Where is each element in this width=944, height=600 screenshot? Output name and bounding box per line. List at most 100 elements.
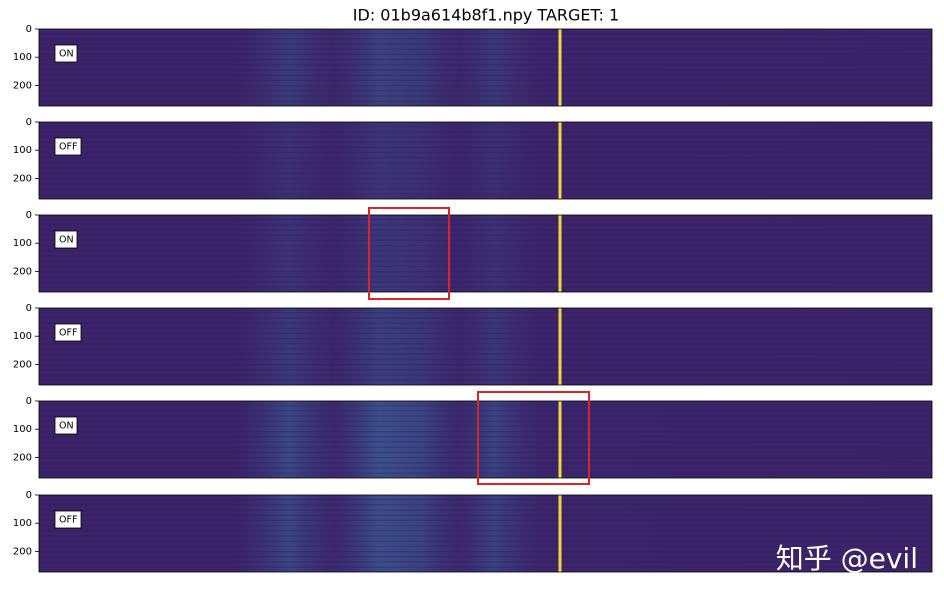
axes-frame <box>38 121 933 200</box>
heatmap-band <box>39 379 932 381</box>
heatmap-band <box>39 167 932 169</box>
y-tick-label: 100 <box>13 518 32 529</box>
heatmap-band <box>39 369 932 371</box>
heatmap-band <box>39 157 932 159</box>
axes-frame <box>38 307 933 386</box>
heatmap-band <box>39 126 932 128</box>
heatmap-band <box>39 146 932 148</box>
heatmap-band <box>39 322 932 324</box>
heatmap-band <box>39 131 932 133</box>
heatmap-band <box>39 90 932 92</box>
heatmap-band <box>39 425 932 427</box>
label-box <box>54 44 78 63</box>
heatmap-band <box>39 545 932 547</box>
heatmap-band <box>39 535 932 537</box>
y-tick-label: 0 <box>26 24 32 35</box>
panel-label: OFF <box>59 142 77 153</box>
heatmap-texture <box>39 495 932 572</box>
y-tick-label: 0 <box>26 396 32 407</box>
y-tick-label: 0 <box>26 490 32 501</box>
heatmap-texture <box>39 215 932 292</box>
heatmap-band <box>39 188 932 190</box>
label-box <box>54 510 82 529</box>
y-tick-label: 200 <box>13 266 32 277</box>
heatmap-band <box>39 59 932 61</box>
heatmap-band <box>39 327 932 329</box>
heatmap-texture <box>39 401 932 478</box>
panel-label: ON <box>59 49 74 60</box>
heatmap-band <box>39 141 932 143</box>
heatmap-band <box>39 420 932 422</box>
heatmap-band <box>39 364 932 366</box>
heatmap-band <box>39 446 932 448</box>
heatmap-band <box>39 33 932 35</box>
label-box <box>54 230 78 249</box>
heatmap-band <box>39 530 932 532</box>
y-tick-label: 200 <box>13 173 32 184</box>
heatmap-band <box>39 48 932 50</box>
heatmap-band <box>39 64 932 66</box>
heatmap-band <box>39 436 932 438</box>
label-box <box>54 137 82 156</box>
y-tick-label: 100 <box>13 238 32 249</box>
y-tick-label: 0 <box>26 210 32 221</box>
axes-frame <box>38 400 933 479</box>
heatmap-band <box>39 457 932 459</box>
y-tick-label: 0 <box>26 303 32 314</box>
heatmap-band <box>39 525 932 527</box>
heatmap-band <box>39 405 932 407</box>
axes-frame <box>38 494 933 573</box>
y-tick-label: 200 <box>13 452 32 463</box>
heatmap-band <box>39 441 932 443</box>
axes-frame <box>38 214 933 293</box>
heatmap-band <box>39 43 932 45</box>
heatmap-band <box>39 353 932 355</box>
heatmap-band <box>39 332 932 334</box>
y-tick-label: 100 <box>13 145 32 156</box>
heatmap-band <box>39 53 932 55</box>
label-box <box>54 323 82 342</box>
heatmap-band <box>39 136 932 138</box>
panel-label: OFF <box>59 515 77 526</box>
figure-title: ID: 01b9a614b8f1.npy TARGET: 1 <box>353 6 619 25</box>
watermark: 知乎 @evil <box>776 542 918 575</box>
heatmap-band <box>39 415 932 417</box>
heatmap-band <box>39 343 932 345</box>
heatmap-band <box>39 234 932 236</box>
heatmap-band <box>39 451 932 453</box>
heatmap-band <box>39 519 932 521</box>
heatmap-band <box>39 374 932 376</box>
panel-label: OFF <box>59 328 77 339</box>
heatmap-band <box>39 95 932 97</box>
heatmap-band <box>39 504 932 506</box>
y-tick-label: 200 <box>13 80 32 91</box>
heatmap-band <box>39 561 932 563</box>
heatmap-band <box>39 250 932 252</box>
heatmap-band <box>39 499 932 501</box>
y-tick-label: 200 <box>13 546 32 557</box>
heatmap-band <box>39 69 932 71</box>
heatmap-band <box>39 255 932 257</box>
y-tick-label: 100 <box>13 424 32 435</box>
panels: 0 100 200 ON 0 100 200 OFF 0 100 200 ON 0 100 200 OFF 0 1… <box>13 24 933 573</box>
heatmap-band <box>39 74 932 76</box>
heatmap-band <box>39 540 932 542</box>
heatmap-band <box>39 338 932 340</box>
heatmap-band <box>39 162 932 164</box>
label-box <box>54 416 78 435</box>
heatmap-band <box>39 358 932 360</box>
heatmap-band <box>39 219 932 221</box>
y-tick-label: 0 <box>26 117 32 128</box>
heatmap-band <box>39 348 932 350</box>
axes-frame <box>38 28 933 107</box>
heatmap-band <box>39 514 932 516</box>
heatmap-band <box>39 229 932 231</box>
heatmap-band <box>39 172 932 174</box>
heatmap-band <box>39 100 932 102</box>
heatmap-band <box>39 85 932 87</box>
highlight-box <box>368 207 450 300</box>
heatmap-band <box>39 193 932 195</box>
annotations <box>368 207 590 485</box>
heatmap-band <box>39 224 932 226</box>
